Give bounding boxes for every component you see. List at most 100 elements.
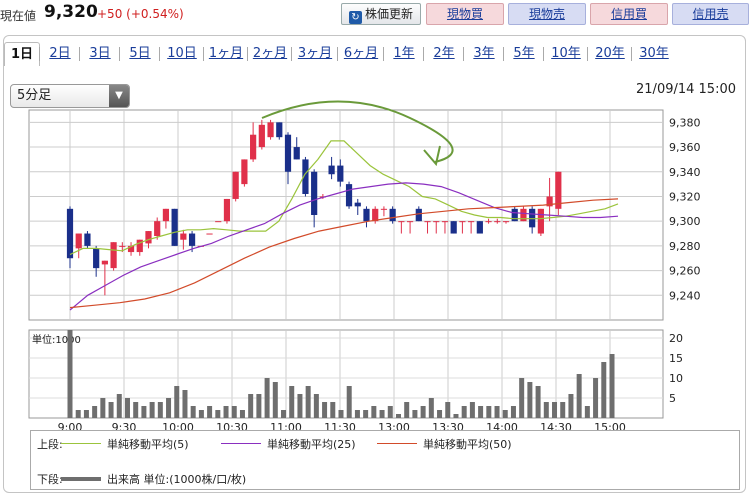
price-tick-label: 9,340: [669, 166, 701, 179]
tab-separator: [79, 47, 80, 61]
volume-bar: [461, 406, 467, 418]
tab-15[interactable]: 30年: [639, 46, 669, 61]
volume-bar: [519, 378, 525, 418]
tab-separator: [423, 47, 424, 61]
candle-body: [337, 165, 344, 182]
legend-ma25-swatch: [221, 443, 261, 444]
volume-bar: [510, 406, 516, 418]
volume-bar: [420, 406, 426, 418]
candle-body: [468, 221, 475, 223]
candle-body: [415, 208, 422, 222]
tab-5[interactable]: 1ヶ月: [208, 46, 244, 61]
tab-14[interactable]: 20年: [595, 46, 625, 61]
tab-separator: [543, 47, 544, 61]
volume-bar: [494, 406, 500, 418]
tab-1[interactable]: 2日: [49, 46, 71, 61]
volume-bar: [395, 414, 401, 418]
legend-ma50: 単純移動平均(50): [423, 438, 512, 451]
volume-tick-label: 10: [669, 372, 683, 385]
tab-6[interactable]: 2ヶ月: [252, 46, 288, 61]
tab-10[interactable]: 2年: [433, 46, 455, 61]
volume-bar: [297, 394, 303, 418]
volume-bar: [453, 414, 459, 418]
candle-body: [450, 221, 457, 234]
volume-bar: [428, 398, 434, 418]
candle-body: [101, 260, 108, 265]
candle-body: [241, 159, 248, 185]
candle-body: [258, 124, 265, 148]
candle-body: [110, 242, 117, 269]
tab-3[interactable]: 5日: [129, 46, 151, 61]
candle-body: [363, 208, 370, 222]
volume-bar: [100, 398, 106, 418]
legend-lower-label: 下段:: [37, 473, 63, 486]
annotation-arrow: [261, 100, 454, 163]
volume-bar: [141, 406, 147, 418]
spot-sell-button[interactable]: 現物売: [508, 3, 586, 25]
candle-body: [354, 202, 361, 207]
chart-datetime: 21/09/14 15:00: [636, 82, 736, 97]
volume-tick-label: 15: [669, 352, 683, 365]
margin-buy-button[interactable]: 信用買: [590, 3, 668, 25]
candle-body: [511, 208, 518, 222]
volume-bar: [248, 394, 254, 418]
volume-bar: [198, 410, 204, 418]
tab-separator: [291, 47, 292, 61]
tab-9[interactable]: 1年: [393, 46, 415, 61]
tab-0[interactable]: 1日: [4, 42, 40, 66]
volume-bar: [560, 402, 566, 418]
candle-body: [433, 221, 440, 223]
candle-body: [206, 233, 213, 235]
volume-bar: [207, 406, 213, 418]
tab-7[interactable]: 3ヶ月: [297, 46, 333, 61]
volume-bar: [272, 382, 278, 418]
volume-bar: [83, 410, 89, 418]
candle-body: [485, 221, 492, 223]
tab-separator: [203, 47, 204, 61]
candle-body: [537, 208, 544, 234]
candle-body: [171, 208, 178, 246]
volume-bar: [354, 410, 360, 418]
chart-legend: 上段: 単純移動平均(5) 単純移動平均(25) 単純移動平均(50) 下段: …: [30, 430, 740, 490]
candle-body: [424, 221, 431, 223]
quote-header: 現在値 9,320 +50 (+0.54%) ↻ 株価更新 現物買 現物売 信用買…: [0, 0, 749, 30]
volume-bar: [281, 410, 287, 418]
legend-ma50-swatch: [377, 443, 417, 444]
candle-body: [232, 171, 239, 199]
refresh-label: 株価更新: [364, 7, 413, 21]
candle-body: [398, 221, 405, 223]
tab-11[interactable]: 3年: [473, 46, 495, 61]
spot-buy-button[interactable]: 現物買: [426, 3, 504, 25]
refresh-price-button[interactable]: ↻ 株価更新: [341, 3, 421, 25]
tab-8[interactable]: 6ヶ月: [343, 46, 379, 61]
price-change: +50 (+0.54%): [97, 7, 184, 21]
volume-bar: [322, 402, 328, 418]
price-tick-label: 9,280: [669, 240, 701, 253]
candle-body: [441, 221, 449, 223]
annotation-arrowhead: [423, 145, 441, 167]
volume-bar: [215, 410, 221, 418]
volume-bar: [313, 394, 319, 418]
margin-sell-button[interactable]: 信用売: [672, 3, 749, 25]
volume-bar: [593, 378, 599, 418]
tab-4[interactable]: 10日: [167, 46, 197, 61]
candle-body: [267, 122, 274, 138]
candle-body: [136, 239, 143, 253]
volume-bar: [478, 406, 484, 418]
tab-separator: [337, 47, 338, 61]
volume-bar: [92, 406, 98, 418]
tab-2[interactable]: 3日: [89, 46, 111, 61]
interval-select[interactable]: 5分足 ▼: [10, 84, 130, 108]
candle-body: [380, 208, 388, 210]
refresh-icon: ↻: [348, 11, 362, 24]
volume-bar: [75, 410, 81, 418]
candle-body: [302, 159, 309, 194]
tab-12[interactable]: 5年: [513, 46, 535, 61]
candle-body: [66, 208, 74, 259]
candle-body: [84, 233, 91, 246]
candle-body: [93, 248, 100, 269]
tab-13[interactable]: 10年: [551, 46, 581, 61]
tab-separator: [631, 47, 632, 61]
legend-ma5-swatch: [61, 443, 101, 444]
